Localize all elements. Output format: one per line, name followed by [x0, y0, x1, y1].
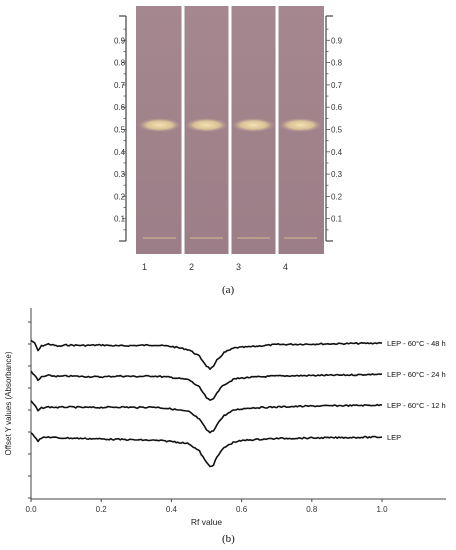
rf-scale-label: 0.2: [331, 192, 343, 201]
rf-scale-label: 0.5: [114, 126, 126, 135]
x-tick-label: 0.6: [236, 505, 248, 514]
tlc-origin-band: [190, 237, 223, 239]
tlc-band: [137, 118, 182, 133]
lane-separator: [181, 6, 185, 254]
x-tick-label: 0.8: [306, 505, 318, 514]
series-line: [30, 339, 383, 370]
rf-scale-label: 0.3: [114, 170, 126, 179]
lane-number: 2: [189, 262, 194, 272]
tlc-plate-figure: 1 2 3 4 0.9 0.8 0.7 0.6 0.5 0.4 0.3 0.2 0.1 0.9 0.8 0…: [114, 6, 343, 272]
rf-scale-label: 0.9: [114, 36, 126, 45]
lane-separator: [275, 6, 279, 254]
x-axis-title: Rf value: [191, 517, 222, 527]
x-tick-label: 0.2: [96, 505, 108, 514]
rf-scale-label: 0.1: [331, 215, 343, 224]
series-line: [30, 400, 383, 434]
panel-b-caption: (b): [222, 533, 235, 545]
rf-scale-label: 0.2: [114, 192, 126, 201]
rf-scale-label: 0.7: [114, 81, 126, 90]
rf-scale-label: 0.6: [331, 103, 343, 112]
rf-scale-label: 0.6: [114, 103, 126, 112]
tlc-origin-band: [284, 237, 317, 239]
lane-separator: [228, 6, 232, 254]
rf-scale-label: 0.8: [114, 59, 126, 68]
lane-number: 1: [142, 262, 147, 272]
x-tick-label: 1.0: [376, 505, 388, 514]
series-line: [30, 370, 383, 401]
series-label: LEP - 60°C - 24 h: [387, 370, 446, 379]
tlc-panel: 1 2 3 4 0.9 0.8 0.7 0.6 0.5 0.4 0.3 0.2 0.1 0.9 0.8 0…: [114, 6, 343, 296]
tlc-band: [231, 118, 276, 133]
densitogram-panel: 0.0 0.2 0.4 0.6 0.8 1.0 Rf value Offset Y value…: [0, 300, 456, 550]
rf-scale-label: 0.8: [331, 59, 343, 68]
series-label: LEP - 60°C - 12 h: [387, 401, 446, 410]
x-tick-label: 0.4: [166, 505, 178, 514]
rf-scale-label: 0.9: [331, 36, 343, 45]
rf-scale-label: 0.4: [114, 148, 126, 157]
rf-scale-label: 0.7: [331, 81, 343, 90]
series-label: LEP: [387, 433, 401, 442]
tlc-band: [278, 118, 323, 133]
rf-scale-label: 0.1: [114, 215, 126, 224]
series-line: [30, 432, 383, 468]
tlc-origin-band: [143, 237, 176, 239]
lane-number: 3: [236, 262, 241, 272]
rf-scale-label: 0.5: [331, 126, 343, 135]
densitogram-chart: 0.0 0.2 0.4 0.6 0.8 1.0 Rf value Offset Y value…: [4, 308, 446, 527]
panel-a-caption: (a): [222, 284, 235, 296]
rf-scale-label: 0.4: [331, 148, 343, 157]
lane-number: 4: [283, 262, 288, 272]
x-tick-label: 0.0: [25, 505, 37, 514]
series-label: LEP - 60°C - 48 h: [387, 339, 446, 348]
rf-scale-label: 0.3: [331, 170, 343, 179]
tlc-band: [184, 118, 229, 133]
y-axis-title: Offset Y values (Absorbance): [4, 351, 13, 455]
tlc-origin-band: [237, 237, 270, 239]
